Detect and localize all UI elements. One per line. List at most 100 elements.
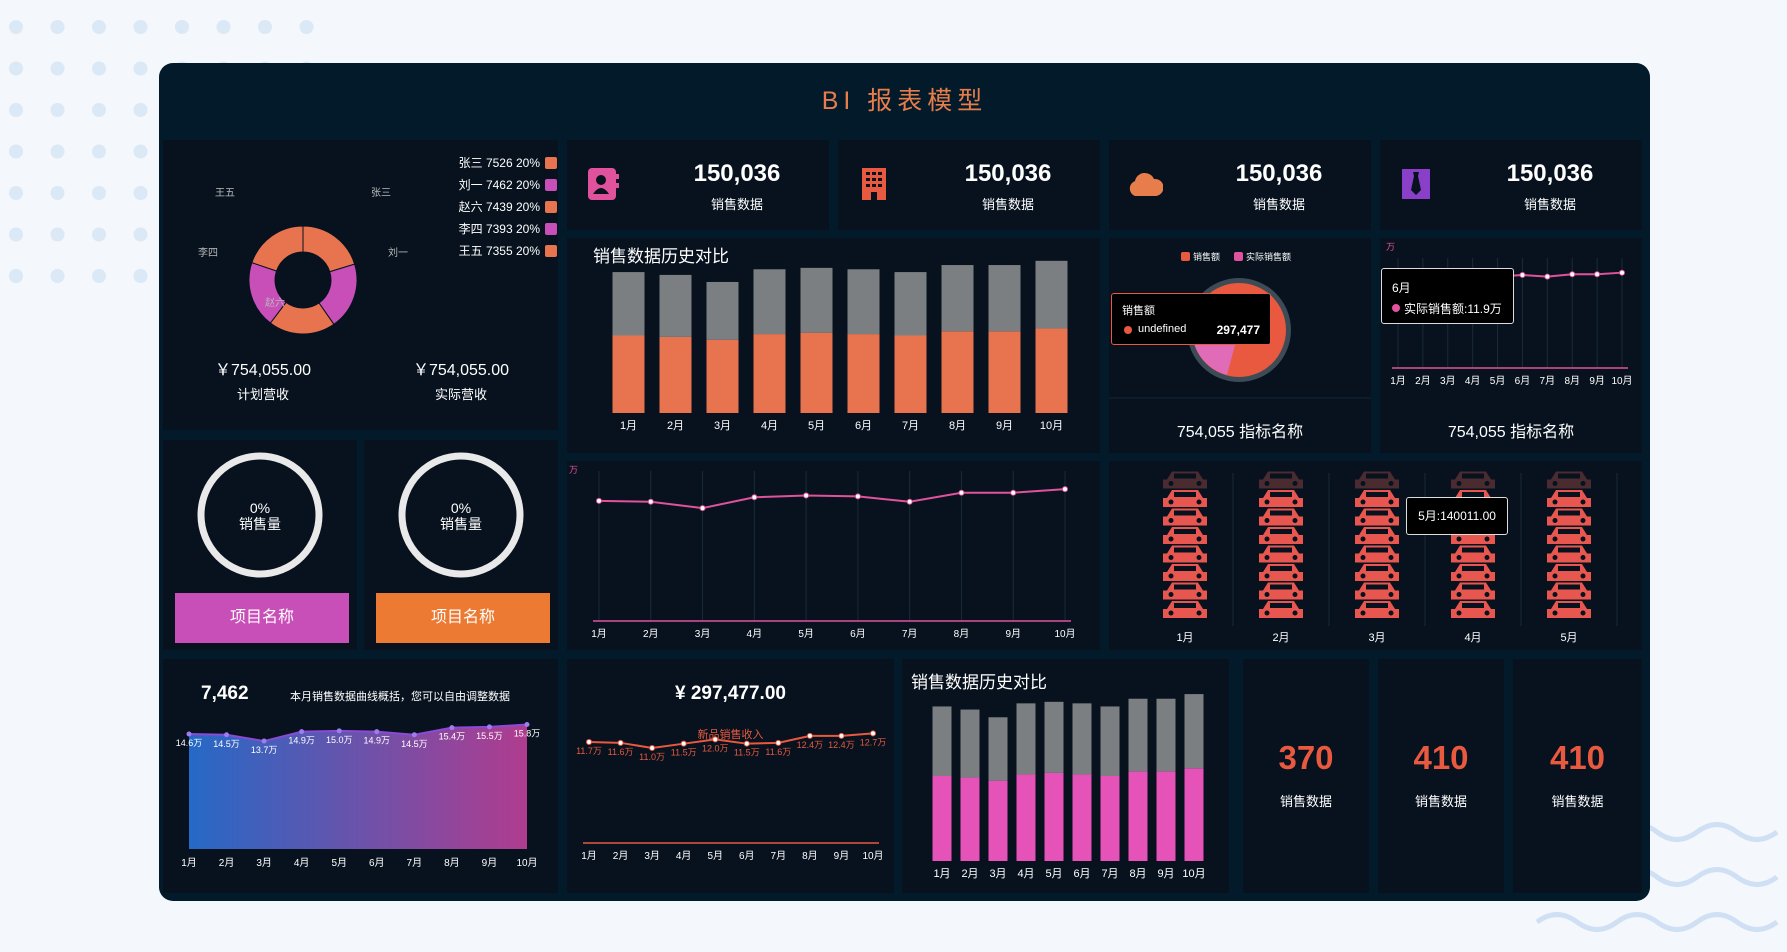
car-light xyxy=(1360,499,1366,505)
car-light xyxy=(1292,592,1298,597)
donut-slice xyxy=(251,225,304,272)
tick-label: 1月 xyxy=(1390,375,1406,387)
car-icon xyxy=(1259,582,1303,600)
car-window xyxy=(1270,566,1292,571)
kpi-value: 150,036 xyxy=(693,160,781,187)
dot xyxy=(92,61,106,76)
dot xyxy=(216,20,231,34)
car-window xyxy=(1270,603,1292,608)
car-light xyxy=(1264,610,1270,616)
car-light xyxy=(1580,592,1586,597)
bar-segment xyxy=(659,274,692,337)
bar-segment xyxy=(988,265,1021,332)
car-light xyxy=(1264,536,1270,542)
tick-label: 2月 xyxy=(613,850,629,862)
car-window xyxy=(1366,584,1388,590)
dot xyxy=(92,103,106,117)
pie-caption: 754,055 指标名称 xyxy=(1176,424,1304,441)
car-light xyxy=(1552,536,1558,542)
bar-segment xyxy=(1128,771,1148,861)
tick-label: 3月 xyxy=(989,868,1006,880)
project-button-1[interactable]: 项目名称 xyxy=(175,593,349,643)
bar-segment xyxy=(941,265,974,332)
area-fill xyxy=(189,724,527,849)
dot xyxy=(133,186,148,200)
bar-segment xyxy=(847,269,880,335)
car-window xyxy=(1558,492,1580,497)
car-window xyxy=(1366,510,1388,516)
car-window xyxy=(1558,547,1580,553)
data-label: 12.0万 xyxy=(702,743,729,753)
kpi-value: 150,036 xyxy=(1235,160,1323,187)
car-light xyxy=(1196,499,1202,505)
bar-segment xyxy=(1035,260,1068,329)
tooltip-dot xyxy=(1392,304,1400,312)
dot xyxy=(258,20,272,34)
car-window xyxy=(1558,584,1580,590)
data-point xyxy=(1544,273,1551,280)
tick-label: 7月 xyxy=(902,420,919,432)
car-window xyxy=(1174,473,1196,479)
dot xyxy=(9,227,23,242)
dot xyxy=(50,269,65,283)
project-button-2[interactable]: 项目名称 xyxy=(376,593,550,643)
line-small-panel: 1月 2月 3月 4月 5月 6月 7月 8月 9月 10月 万 6月 实际销售额:11.9万 75… xyxy=(1380,238,1642,453)
stacked-bar-chart-bottom: 1月 2月 3月 4月 5月 6月 7月 8月 9月 10月 xyxy=(932,694,1206,880)
data-point xyxy=(186,731,192,737)
small-kpi-label: 销售数据 xyxy=(1414,794,1467,809)
legend-swatch xyxy=(545,223,557,235)
progress-ring xyxy=(197,452,323,578)
tick-label: 4月 xyxy=(761,420,778,432)
car-icon xyxy=(1547,490,1591,507)
tick-label: 5月 xyxy=(331,857,347,869)
car-window xyxy=(1558,510,1580,516)
bar-segment xyxy=(988,717,1008,781)
car-window xyxy=(1558,603,1580,608)
bar-segment xyxy=(612,272,645,336)
small-kpi-label: 销售数据 xyxy=(1279,794,1332,809)
car-light xyxy=(1264,499,1270,505)
dot xyxy=(133,144,148,159)
car-window xyxy=(1558,566,1580,571)
data-point xyxy=(1010,489,1017,496)
car-light xyxy=(1552,610,1558,616)
tick-label: 9月 xyxy=(1005,628,1021,640)
tick-label: 3月 xyxy=(644,850,660,862)
actual-revenue-value: ￥754,055.00 xyxy=(412,362,510,379)
kpi-label: 销售数据 xyxy=(1523,197,1576,212)
data-label: 14.9万 xyxy=(364,736,391,746)
car-light xyxy=(1292,481,1298,486)
dot xyxy=(9,269,23,283)
legend-item-label: 实际销售额 xyxy=(1246,251,1291,262)
tick-label: 6月 xyxy=(1073,868,1090,880)
stacked-bottom-panel: 销售数据历史对比 1月 2月 3月 4月 5月 6月 7月 8月 9月 10月 xyxy=(902,659,1229,893)
car-light xyxy=(1292,555,1298,560)
tick-label: 10月 xyxy=(1054,628,1075,640)
bar-segment xyxy=(706,281,739,340)
car-window xyxy=(1174,547,1196,553)
car-light xyxy=(1292,610,1298,616)
line-chart-wide: 1月 2月 3月 4月 5月 6月 7月 8月 9月 10月 万 xyxy=(569,465,1076,640)
car-icon xyxy=(1259,508,1303,526)
car-light xyxy=(1196,481,1202,486)
car-icon xyxy=(1355,508,1399,526)
car-icon xyxy=(1355,527,1399,544)
car-light xyxy=(1580,499,1586,505)
car-light xyxy=(1264,518,1270,523)
tick-label: 10月 xyxy=(1611,375,1632,387)
dot xyxy=(50,227,65,242)
kpi-label: 销售数据 xyxy=(710,197,763,212)
series-line xyxy=(188,723,528,743)
car-icon xyxy=(1547,508,1591,526)
tick-label: 3月 xyxy=(1368,632,1385,644)
ring-panel-2: 0% 销售量 项目名称 xyxy=(364,440,558,650)
unit-label: 万 xyxy=(569,465,578,475)
bar-segment xyxy=(1184,694,1204,769)
dot xyxy=(133,20,148,34)
dot xyxy=(9,61,23,76)
data-point xyxy=(743,740,750,747)
legend-item-label: 赵六 7439 20% xyxy=(459,200,541,214)
unit-label: 万 xyxy=(1386,242,1395,252)
car-icon xyxy=(1547,582,1591,600)
car-window xyxy=(1174,566,1196,571)
